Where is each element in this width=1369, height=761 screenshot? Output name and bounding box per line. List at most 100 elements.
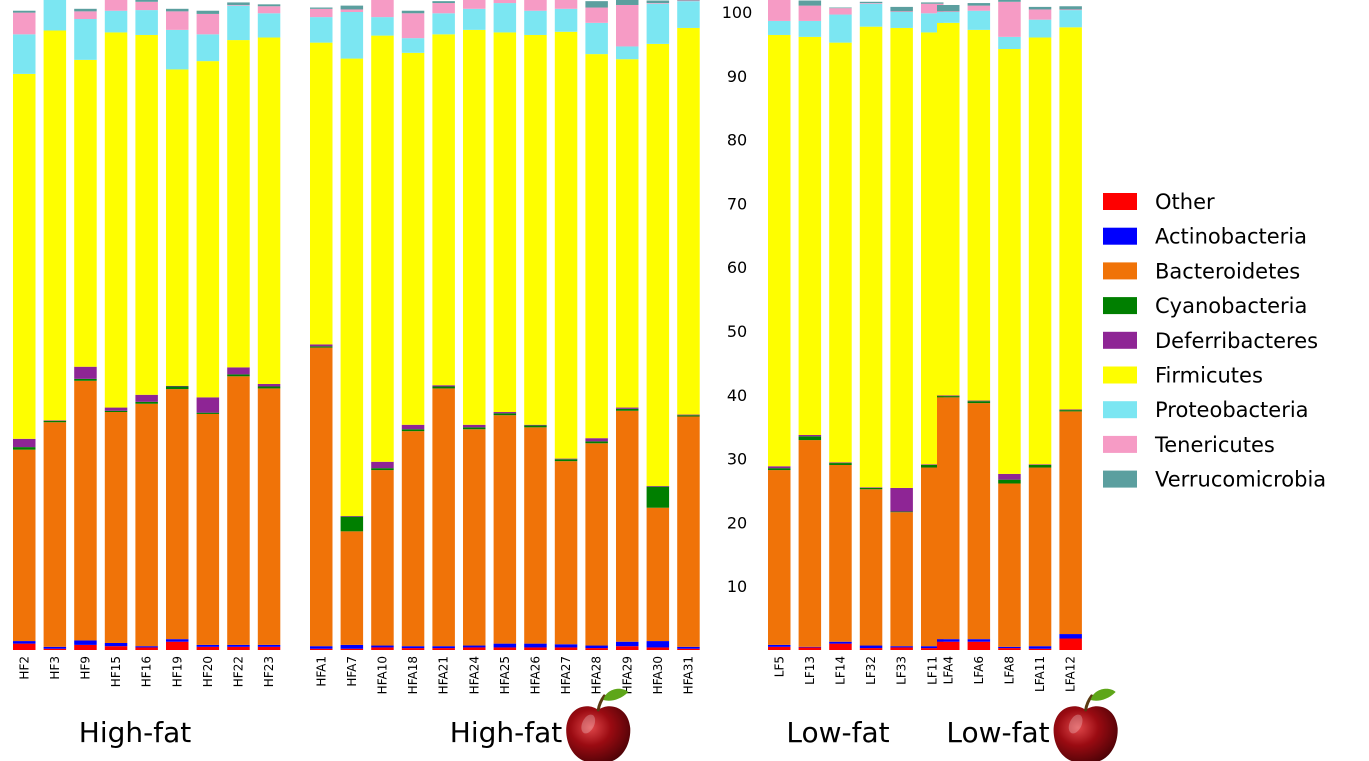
bar-segment-lfa8-tenericutes: [998, 1, 1021, 37]
bar-segment-hf19-tenericutes: [166, 11, 189, 30]
bar-group-3: [768, 0, 944, 650]
bar-segment-lf33-deferribacteres: [890, 487, 913, 512]
bar-segment-lf13-bacteroidetes: [798, 440, 822, 647]
group-label-4: Low-fat: [946, 716, 1049, 749]
bar-segment-hfa29-actinobacteria: [616, 641, 639, 647]
legend-swatch: [1103, 262, 1137, 280]
bar-segment-lfa4-proteobacteria: [937, 12, 960, 23]
bar-hfa7: [340, 5, 364, 650]
bar-segment-hfa21-other: [432, 648, 455, 650]
bar-segment-hfa31-verrucomicrobia: [677, 0, 700, 1]
bar-hfa25: [493, 0, 517, 650]
bar-segment-hfa31-bacteroidetes: [677, 416, 700, 647]
bar-segment-hfa25-tenericutes: [493, 0, 517, 4]
bar-segment-hfa18-firmicutes: [401, 52, 425, 425]
bar-segment-hfa7-proteobacteria: [340, 12, 364, 59]
bar-segment-hfa18-actinobacteria: [401, 646, 425, 649]
bar-segment-hfa29-cyanobacteria: [616, 408, 639, 411]
legend-label: Other: [1155, 190, 1215, 214]
bar-hfa26: [524, 0, 547, 650]
bar-segment-hfa24-other: [463, 647, 486, 650]
bar-segment-hf15-cyanobacteria: [104, 410, 128, 413]
bar-segment-lfa8-bacteroidetes: [998, 483, 1021, 647]
sample-label-hf2: HF2: [17, 656, 31, 680]
legend-item-proteobacteria: Proteobacteria: [1103, 398, 1309, 422]
bar-segment-hfa18-cyanobacteria: [401, 429, 425, 432]
bar-segment-hfa18-deferribacteres: [401, 424, 425, 430]
sample-label-lf32: LF32: [864, 656, 878, 685]
bar-segment-lf14-other: [829, 643, 852, 650]
y-tick-label: 100: [722, 3, 753, 22]
legend-swatch: [1103, 227, 1137, 245]
legend-swatch: [1103, 297, 1137, 315]
bar-segment-hfa30-actinobacteria: [646, 641, 670, 648]
bar-segment-hf3-bacteroidetes: [43, 422, 67, 647]
legend-label: Deferribacteres: [1155, 329, 1318, 353]
bar-segment-lfa6-deferribacteres: [967, 400, 991, 402]
bar-segment-hf2-actinobacteria: [13, 641, 36, 644]
bar-segment-hfa27-proteobacteria: [554, 8, 578, 32]
apple-icon: [1052, 687, 1120, 761]
bar-segment-hf19-actinobacteria: [166, 639, 189, 642]
bar-segment-hfa25-proteobacteria: [493, 3, 517, 33]
bar-segment-hf9-other: [74, 644, 97, 650]
bar-segment-hfa10-proteobacteria: [371, 17, 394, 36]
bar-segment-hfa30-cyanobacteria: [646, 486, 670, 508]
bar-segment-hf16-verrucomicrobia: [135, 0, 158, 2]
bar-segment-hf22-deferribacteres: [227, 367, 250, 375]
y-tick-label: 10: [727, 577, 747, 596]
bar-lfa11: [1028, 6, 1052, 650]
bar-group-2: [310, 0, 700, 650]
bar-segment-lf14-actinobacteria: [829, 641, 852, 644]
bar-segment-hf20-firmicutes: [196, 61, 220, 398]
bar-segment-hfa24-proteobacteria: [463, 8, 486, 30]
bar-segment-hf2-proteobacteria: [13, 34, 36, 74]
bar-segment-lfa12-bacteroidetes: [1059, 411, 1082, 635]
bar-segment-lf13-actinobacteria: [798, 646, 822, 648]
bar-segment-hfa10-other: [371, 647, 394, 650]
bar-segment-hfa26-proteobacteria: [524, 10, 547, 35]
bar-lf33: [890, 6, 913, 650]
bar-segment-hfa26-bacteroidetes: [524, 427, 547, 644]
bar-segment-hfa1-firmicutes: [310, 42, 333, 345]
bar-segment-lfa11-tenericutes: [1028, 9, 1052, 20]
bar-segment-lf5-deferribacteres: [768, 466, 791, 469]
bar-segment-hfa28-actinobacteria: [585, 645, 608, 649]
bar-segment-hf16-cyanobacteria: [135, 401, 158, 404]
bar-segment-hfa7-deferribacteres: [340, 516, 364, 517]
bar-segment-lf33-cyanobacteria: [890, 511, 913, 513]
sample-label-lf5: LF5: [772, 656, 786, 677]
bar-segment-hfa26-actinobacteria: [524, 643, 547, 648]
bar-segment-lfa4-other: [937, 641, 960, 650]
sample-label-lf11: LF11: [925, 656, 939, 685]
bar-segment-hf22-verrucomicrobia: [227, 2, 250, 5]
bar-segment-hfa18-proteobacteria: [401, 38, 425, 53]
bar-segment-hfa29-other: [616, 646, 639, 650]
bar-segment-hfa28-deferribacteres: [585, 438, 608, 442]
bar-segment-lfa11-verrucomicrobia: [1028, 6, 1052, 10]
sample-label-hfa24: HFA24: [467, 656, 481, 694]
bar-segment-lf14-verrucomicrobia: [829, 7, 852, 9]
sample-label-hf16: HF16: [140, 656, 154, 687]
bar-hf20: [196, 10, 220, 650]
sample-label-hfa18: HFA18: [406, 656, 420, 694]
bar-segment-hf9-proteobacteria: [74, 19, 97, 60]
bar-segment-hfa28-firmicutes: [585, 54, 608, 439]
bar-segment-lf5-other: [768, 646, 791, 650]
bar-hf15: [104, 0, 128, 650]
bar-segment-lf13-verrucomicrobia: [798, 0, 822, 6]
sample-label-lfa12: LFA12: [1064, 656, 1078, 692]
bar-hfa10: [371, 0, 394, 650]
bar-hfa27: [554, 0, 578, 650]
sample-label-hf3: HF3: [48, 656, 62, 680]
bar-segment-hfa21-tenericutes: [432, 3, 455, 14]
bar-lf5: [768, 0, 791, 650]
bar-segment-lfa6-tenericutes: [967, 5, 991, 11]
legend-label: Verrucomicrobia: [1155, 468, 1326, 492]
bar-segment-lf11-deferribacteres: [921, 464, 944, 465]
bar-segment-lf33-verrucomicrobia: [890, 6, 913, 12]
sample-label-lf13: LF13: [803, 656, 817, 685]
bar-segment-lfa12-tenericutes: [1059, 9, 1082, 11]
bar-lfa12: [1059, 6, 1082, 650]
bar-hf2: [13, 10, 36, 650]
